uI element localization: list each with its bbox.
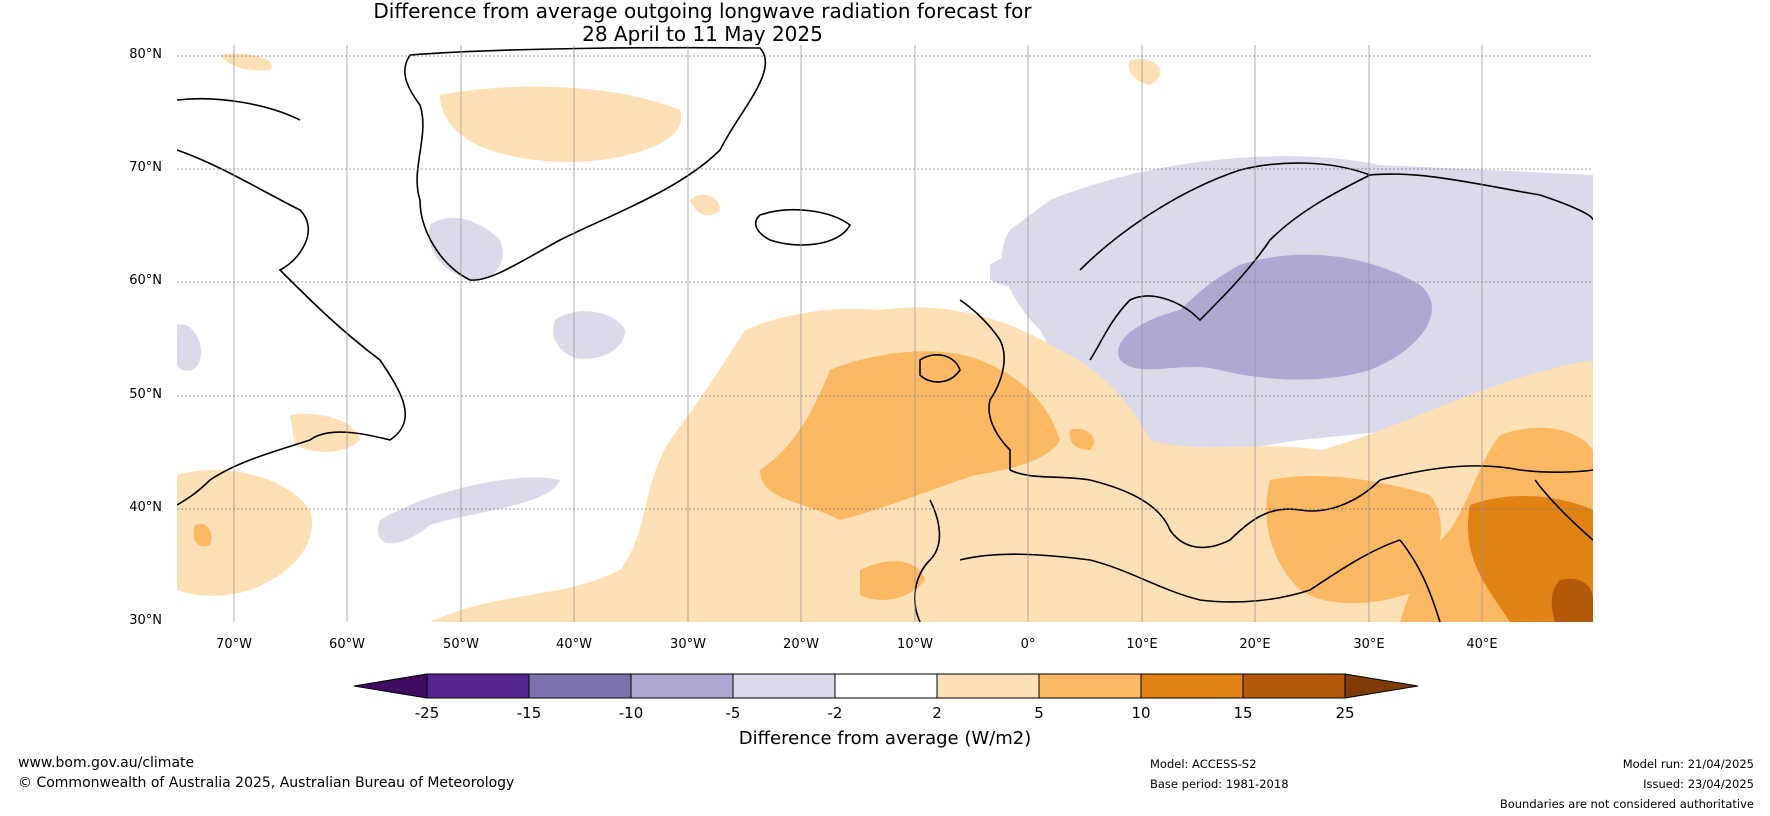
base-period-text: Base period: 1981-2018 bbox=[1150, 777, 1289, 791]
colorbar-tick: -15 bbox=[516, 704, 542, 722]
persian-gulf-region bbox=[1551, 578, 1593, 622]
iceland-coastline bbox=[754, 209, 852, 246]
lon-label-40w: 40°W bbox=[556, 637, 592, 652]
lat-label-30n: 30°N bbox=[129, 613, 162, 628]
lat-label-50n: 50°N bbox=[129, 387, 162, 402]
labrador-region bbox=[177, 324, 201, 371]
colorbar bbox=[353, 673, 1419, 699]
colorbar-segment bbox=[1038, 673, 1142, 699]
bay-of-biscay-region bbox=[760, 351, 1060, 520]
us-east-coast-region bbox=[177, 469, 312, 596]
scandinavia-coastline bbox=[1079, 162, 1372, 361]
copyright-text: © Commonwealth of Australia 2025, Austra… bbox=[18, 775, 515, 791]
disclaimer-text: Boundaries are not considered authoritat… bbox=[1499, 797, 1754, 811]
anomaly-brown-regions bbox=[1551, 578, 1593, 622]
svalbard-region bbox=[1128, 59, 1161, 85]
region bbox=[990, 254, 1050, 287]
north-africa-coastline bbox=[959, 539, 1401, 603]
lon-label-0: 0° bbox=[1020, 637, 1036, 652]
colorbar-tick: 10 bbox=[1131, 704, 1151, 722]
colorbar-segment bbox=[426, 673, 530, 699]
uk-coastline bbox=[959, 299, 1011, 470]
map-panel bbox=[177, 45, 1593, 622]
caspian-coastline bbox=[1534, 479, 1593, 541]
lon-label-30w: 30°W bbox=[670, 637, 706, 652]
small-region bbox=[690, 194, 720, 216]
lat-label-60n: 60°N bbox=[129, 273, 162, 288]
lon-label-70w: 70°W bbox=[216, 637, 252, 652]
greenland-coastline bbox=[404, 46, 767, 281]
colorbar-segment bbox=[1242, 673, 1346, 699]
colorbar-tick: -2 bbox=[827, 704, 843, 722]
levant-coastline bbox=[1399, 539, 1441, 622]
greenland-sea-region bbox=[440, 86, 682, 162]
lon-label-10e: 10°E bbox=[1126, 637, 1158, 652]
colorbar-tick: 25 bbox=[1335, 704, 1355, 722]
colorbar-extend-low bbox=[353, 673, 428, 699]
greenland-south-region bbox=[429, 217, 503, 281]
colorbar-tick: 5 bbox=[1034, 704, 1044, 722]
colorbar-segment bbox=[1140, 673, 1244, 699]
lon-label-40e: 40°E bbox=[1466, 637, 1498, 652]
lat-label-40n: 40°N bbox=[129, 500, 162, 515]
title-line-2: 28 April to 11 May 2025 bbox=[582, 22, 823, 46]
canaries-region bbox=[860, 561, 925, 600]
lon-label-20e: 20°E bbox=[1239, 637, 1271, 652]
small-region bbox=[1069, 429, 1094, 450]
north-mediterranean-coastline bbox=[1009, 469, 1381, 549]
colorbar-tick: 15 bbox=[1233, 704, 1253, 722]
baffin-region bbox=[220, 53, 272, 71]
small-region bbox=[193, 523, 212, 547]
russia-arctic-coastline bbox=[1369, 173, 1593, 221]
canada-coastline bbox=[177, 149, 407, 506]
lon-label-50w: 50°W bbox=[443, 637, 479, 652]
colorbar-segment bbox=[528, 673, 632, 699]
lon-label-20w: 20°W bbox=[783, 637, 819, 652]
colorbar-tick: -5 bbox=[725, 704, 741, 722]
colorbar-tick: 2 bbox=[932, 704, 942, 722]
model-text: Model: ACCESS-S2 bbox=[1150, 757, 1257, 771]
coastlines bbox=[177, 46, 1593, 622]
atlantic-mid-region bbox=[553, 311, 625, 359]
black-sea-coastline bbox=[1379, 465, 1593, 481]
longitude-gridlines bbox=[233, 45, 1483, 622]
lon-label-60w: 60°W bbox=[329, 637, 365, 652]
colorbar-tick: -25 bbox=[414, 704, 440, 722]
colorbar-segment bbox=[732, 673, 836, 699]
atlantic-west-region bbox=[378, 477, 560, 544]
colorbar-tick: -10 bbox=[618, 704, 644, 722]
baffin-coastline bbox=[177, 97, 301, 121]
colorbar-segment bbox=[630, 673, 734, 699]
colorbar-segment bbox=[834, 673, 938, 699]
lat-label-70n: 70°N bbox=[129, 160, 162, 175]
issued-text: Issued: 23/04/2025 bbox=[1643, 777, 1754, 791]
colorbar-label: Difference from average (W/m2) bbox=[738, 728, 1032, 749]
title-line-1: Difference from average outgoing longwav… bbox=[373, 0, 1032, 23]
lon-label-10w: 10°W bbox=[897, 637, 933, 652]
eastern-europe-low-region bbox=[1118, 254, 1432, 380]
latitude-gridlines bbox=[177, 55, 1593, 510]
lon-label-30e: 30°E bbox=[1353, 637, 1385, 652]
ireland-coastline bbox=[919, 354, 961, 383]
colorbar-extend-high bbox=[1344, 673, 1419, 699]
colorbar-segment bbox=[936, 673, 1040, 699]
map-title: Difference from average outgoing longwav… bbox=[0, 0, 1405, 46]
eastern-med-region bbox=[1266, 475, 1441, 604]
website-link[interactable]: www.bom.gov.au/climate bbox=[18, 755, 195, 771]
model-run-text: Model run: 21/04/2025 bbox=[1622, 757, 1754, 771]
lat-label-80n: 80°N bbox=[129, 47, 162, 62]
